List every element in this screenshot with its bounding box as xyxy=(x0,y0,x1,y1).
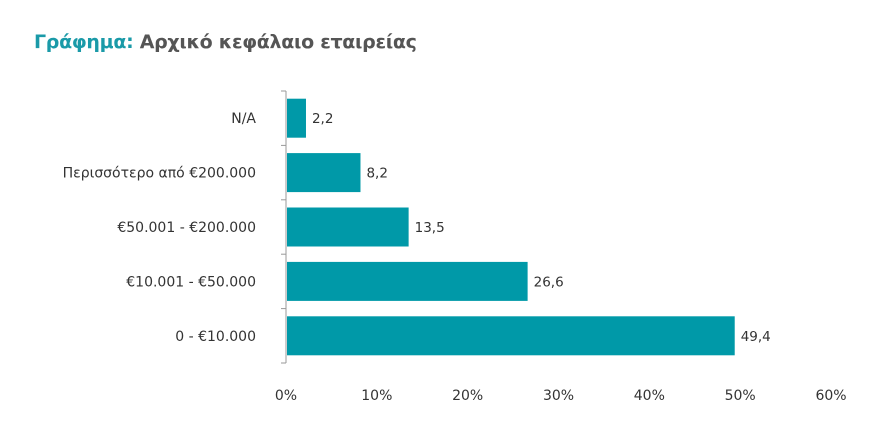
x-tick-label: 40% xyxy=(634,388,665,404)
category-label: 0 - €10.000 xyxy=(175,329,256,345)
x-tick-label: 20% xyxy=(452,388,483,404)
category-label: N/A xyxy=(231,111,256,127)
bar xyxy=(287,153,361,193)
data-label: 8,2 xyxy=(366,166,387,182)
bar xyxy=(287,98,306,138)
bar xyxy=(287,316,735,356)
category-label: €10.001 - €50.000 xyxy=(126,274,256,290)
x-tick-label: 0% xyxy=(275,388,297,404)
chart-title-text: Αρχικό κεφάλαιο εταιρείας xyxy=(139,31,417,53)
category-label: Περισσότερο από €200.000 xyxy=(63,166,256,182)
x-tick-label: 60% xyxy=(815,388,846,404)
category-label: €50.001 - €200.000 xyxy=(117,220,256,236)
data-label: 2,2 xyxy=(312,111,333,127)
bar xyxy=(287,261,528,301)
chart-title: Γράφημα: Αρχικό κεφάλαιο εταιρείας xyxy=(34,31,417,53)
x-tick-label: 30% xyxy=(543,388,574,404)
data-label: 26,6 xyxy=(534,274,564,290)
x-tick-label: 10% xyxy=(361,388,392,404)
chart-title-prefix: Γράφημα: xyxy=(34,31,134,53)
x-tick-label: 50% xyxy=(725,388,756,404)
data-label: 49,4 xyxy=(741,329,771,345)
bar xyxy=(287,207,409,247)
data-label: 13,5 xyxy=(415,220,445,236)
